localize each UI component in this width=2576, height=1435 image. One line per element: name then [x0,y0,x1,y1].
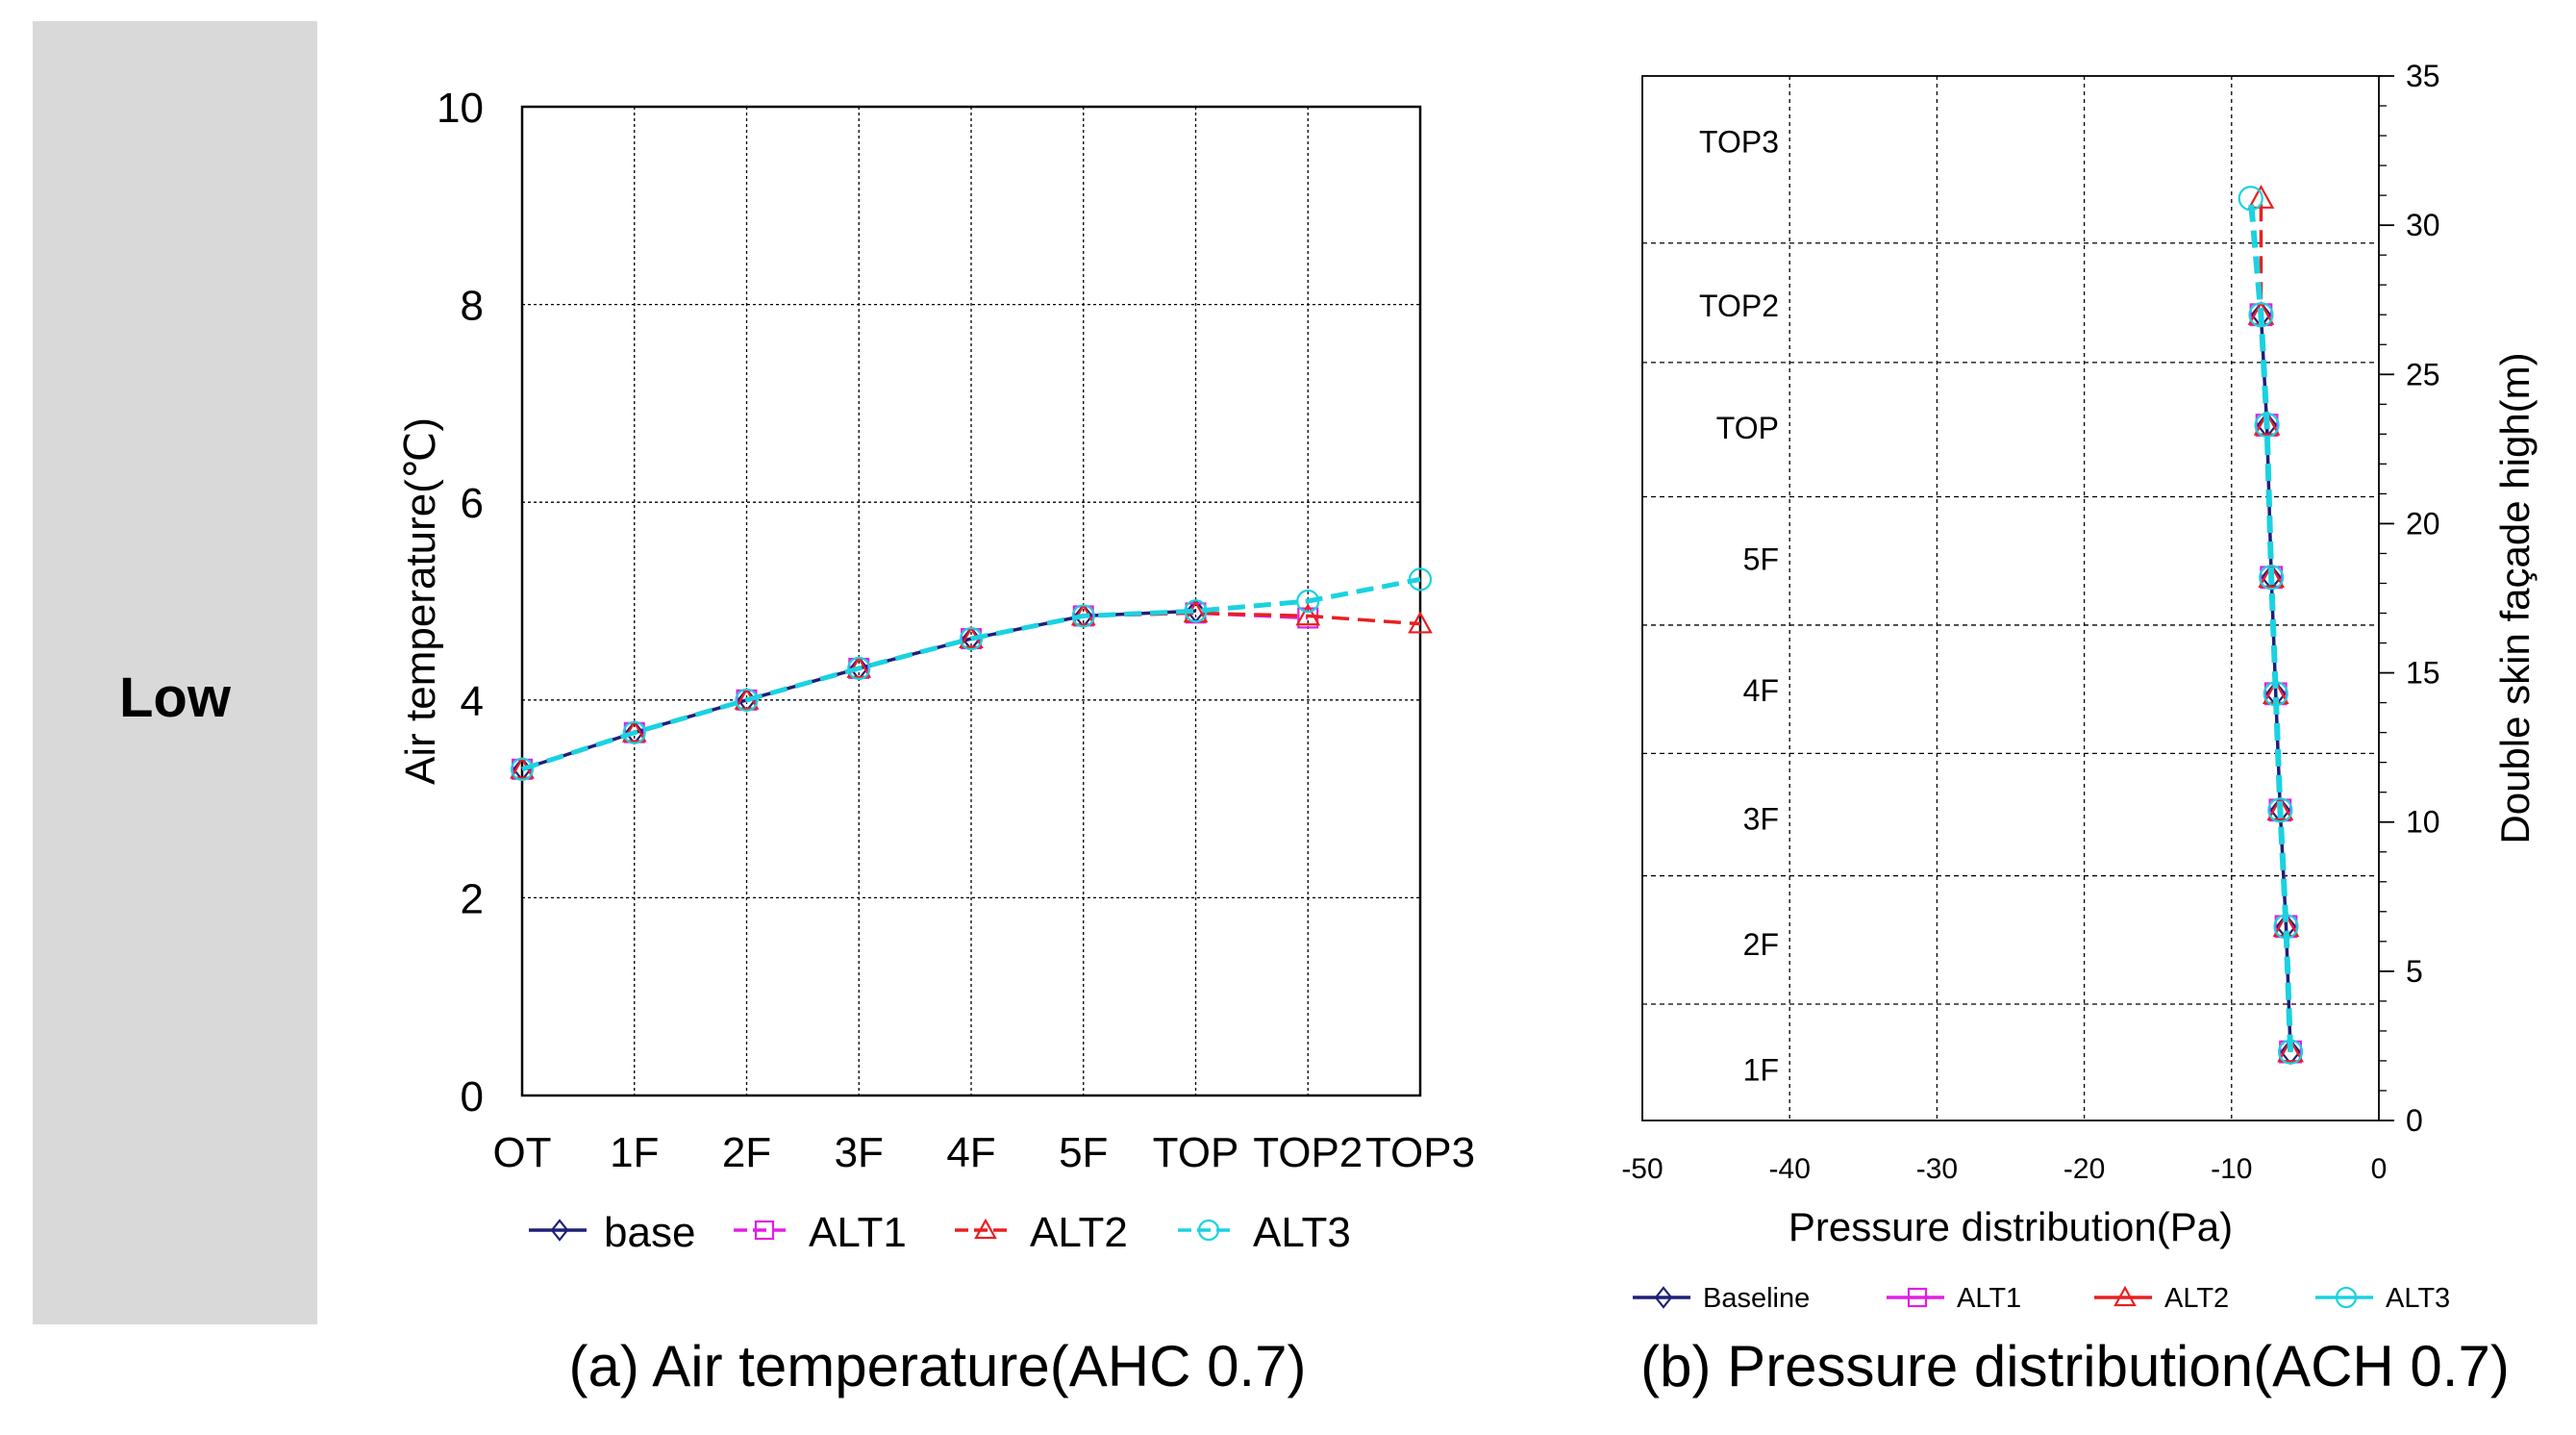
x-tick-label: 4F [946,1129,995,1176]
legend-label-alt1: ALT1 [809,1209,907,1256]
data-point-alt3 [2277,1039,2304,1065]
legend-label-alt3: ALT3 [2386,1283,2450,1314]
legend-label-alt2: ALT2 [2164,1283,2229,1314]
y-axis-label: Double skin façade high(m) [2492,352,2538,843]
floor-label: TOP2 [1699,289,1779,323]
x-tick-label: 0 [2371,1153,2388,1185]
x-tick-label: -50 [1621,1153,1663,1185]
y-tick-label: 5 [2406,954,2423,989]
data-point-alt3 [2254,412,2280,439]
chart-title: (b) Pressure distribution(ACH 0.7) [1640,1334,2510,1398]
data-point-alt3 [2273,914,2299,940]
y-tick-label: 35 [2406,59,2440,93]
data-point-alt3 [2248,302,2274,328]
data-point-alt3 [1184,599,1208,623]
x-tick-label: TOP [1153,1129,1239,1176]
y-tick-label: 10 [2406,805,2440,840]
legend-label-alt2: ALT2 [1030,1209,1128,1256]
x-tick-label: -40 [1769,1153,1811,1185]
legend-marker-alt2 [2113,1285,2137,1307]
data-point-alt3 [2267,797,2293,823]
chart-title: (a) Air temperature(AHC 0.7) [569,1334,1307,1398]
side-panel: Low [33,21,317,1324]
x-tick-label: 2F [722,1129,771,1176]
data-point-alt2 [1295,603,1321,626]
legend-label-baseline: Baseline [1703,1283,1810,1314]
legend-marker-baseline [1654,1286,1673,1309]
x-tick-label: -20 [2063,1153,2105,1185]
x-tick-label: 3F [835,1129,884,1176]
plot-frame [520,105,1422,1097]
data-point-alt2 [2266,796,2294,821]
data-point-alt3 [622,720,646,744]
legend-marker-alt3 [2335,1286,2358,1309]
y-tick-label: 25 [2406,357,2440,391]
floor-label: 1F [1743,1052,1779,1087]
series-line-alt3 [521,576,1421,772]
legend-marker-alt1 [1907,1287,1928,1308]
data-point-alt2 [621,719,647,743]
x-tick-label: -10 [2211,1153,2252,1185]
data-point-alt3 [1408,567,1433,592]
data-point-alt2 [1408,611,1433,634]
data-point-alt3 [1071,604,1095,628]
x-tick-label: OT [492,1129,551,1176]
data-point-alt3 [510,757,535,781]
legend-marker-alt3 [1197,1219,1220,1242]
data-point-alt2 [2247,184,2275,209]
data-point-alt3 [1296,589,1320,614]
floor-label: TOP3 [1699,124,1779,159]
y-tick-label: 2 [461,875,484,922]
legend-label-alt3: ALT3 [1253,1209,1351,1256]
y-tick-label: 15 [2406,656,2440,691]
x-tick-label: TOP2 [1253,1129,1363,1176]
plot-frame [1641,75,2380,1121]
data-point-alt2 [2277,1038,2304,1063]
y-tick-label: 10 [437,85,484,132]
data-point-alt3 [2238,186,2263,212]
y-axis-label: Air temperature(℃) [397,417,444,785]
y-tick-label: 30 [2406,208,2440,242]
legend-marker-base [550,1219,569,1242]
data-point-alt3 [959,626,984,651]
data-point-alt2 [2253,411,2281,436]
data-point-alt2 [2258,564,2286,588]
y-tick-label: 20 [2406,506,2440,541]
x-axis-label: Pressure distribution(Pa) [1788,1204,2233,1249]
floor-label: 2F [1743,927,1779,962]
floor-label: 5F [1743,542,1779,577]
y-tick-label: 0 [461,1073,484,1120]
y-tick-label: 8 [461,283,484,330]
x-tick-label: TOP3 [1365,1129,1475,1176]
legend-label-base: base [604,1209,695,1256]
x-tick-label: 5F [1059,1129,1108,1176]
floor-label: TOP [1716,411,1779,445]
legend-marker-alt2 [974,1218,997,1240]
legend-label-alt1: ALT1 [1957,1283,2021,1314]
series-line-alt3 [2247,197,2294,1052]
y-tick-label: 4 [461,678,484,725]
y-tick-label: 6 [461,480,484,527]
data-point-alt3 [735,688,759,712]
x-tick-label: 1F [610,1129,659,1176]
side-label: Low [119,667,231,729]
legend-marker-alt1 [754,1220,775,1241]
data-point-alt2 [846,655,872,678]
data-point-alt3 [2259,565,2285,591]
data-point-alt3 [2263,681,2288,707]
y-tick-label: 0 [2406,1103,2423,1138]
x-tick-label: -30 [1916,1153,1958,1185]
floor-label: 4F [1743,673,1779,708]
data-point-alt3 [847,656,871,681]
floor-label: 3F [1743,802,1779,837]
